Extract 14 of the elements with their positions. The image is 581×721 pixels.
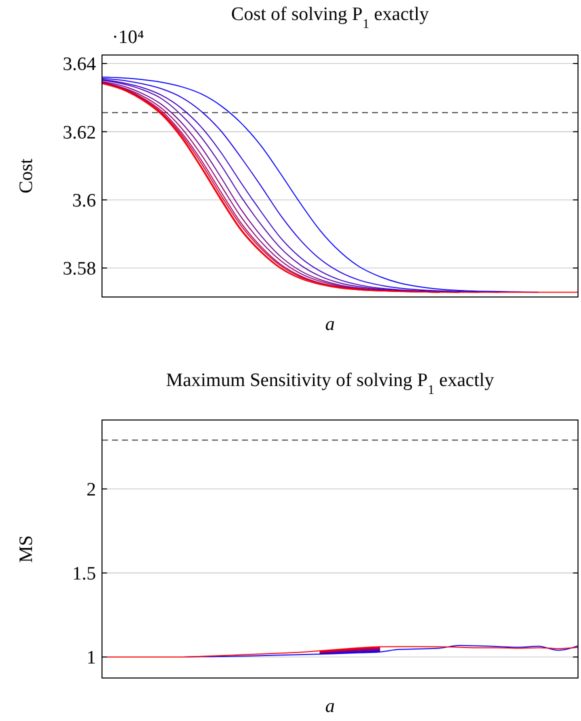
chart-title: Maximum Sensitivity of solving P$_{1}$ exactly bbox=[166, 370, 495, 396]
y-tick-label: 3.62 bbox=[62, 122, 96, 144]
x-axis-title: a bbox=[325, 696, 335, 717]
y-tick-label: 1 bbox=[86, 648, 96, 669]
y-tick-label: 3.58 bbox=[62, 258, 96, 280]
chart-title: Cost of solving P$_{1}$ exactly bbox=[231, 4, 430, 30]
y-tick-label: 3.6 bbox=[72, 190, 96, 212]
y-tick-label: 3.64 bbox=[62, 54, 96, 76]
y-axis-title: Cost bbox=[16, 158, 37, 194]
y-tick-label: 2 bbox=[86, 480, 96, 501]
text: ·10⁴ bbox=[112, 27, 144, 48]
x-axis-title: a bbox=[325, 314, 335, 335]
y-tick-label: 1.5 bbox=[72, 564, 96, 585]
y-axis-title: MS bbox=[16, 535, 37, 563]
